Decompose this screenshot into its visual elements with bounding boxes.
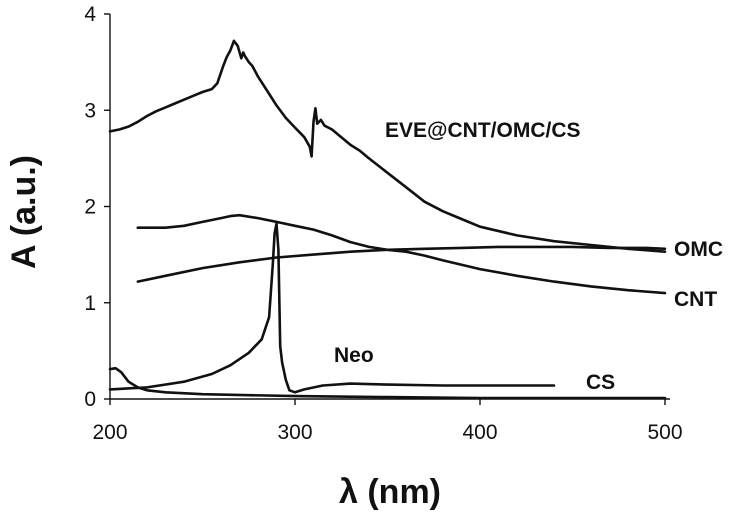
x-tick-label: 500 — [647, 421, 682, 444]
series-line-omc — [136, 213, 667, 295]
y-tick-label: 3 — [84, 99, 96, 122]
y-tick-label: 4 — [84, 3, 96, 26]
series-line-neo — [108, 222, 556, 394]
x-axis-title: λ (nm) — [339, 473, 441, 511]
x-ticks: 200 300 400 500 — [92, 399, 683, 444]
label-omc: OMC — [674, 238, 723, 261]
label-cnt: CNT — [674, 288, 717, 311]
label-neo: Neo — [334, 344, 374, 367]
series-line-cs — [108, 366, 667, 400]
series-line-cnt — [136, 245, 667, 283]
label-cs: CS — [586, 371, 615, 394]
label-eve-cnt-omc-cs: EVE@CNT/OMC/CS — [385, 119, 581, 142]
x-tick-label: 400 — [462, 421, 497, 444]
series-group — [108, 39, 667, 400]
y-tick-label: 1 — [84, 292, 96, 315]
x-tick-label: 300 — [277, 421, 312, 444]
y-tick-label: 0 — [84, 388, 96, 411]
x-tick-label: 200 — [92, 421, 127, 444]
y-axis-title: A (a.u.) — [5, 155, 43, 269]
series-line-eve-cnt-omc-cs — [108, 39, 667, 253]
y-tick-label: 2 — [84, 196, 96, 219]
y-ticks: 0 1 2 3 4 — [84, 3, 110, 411]
